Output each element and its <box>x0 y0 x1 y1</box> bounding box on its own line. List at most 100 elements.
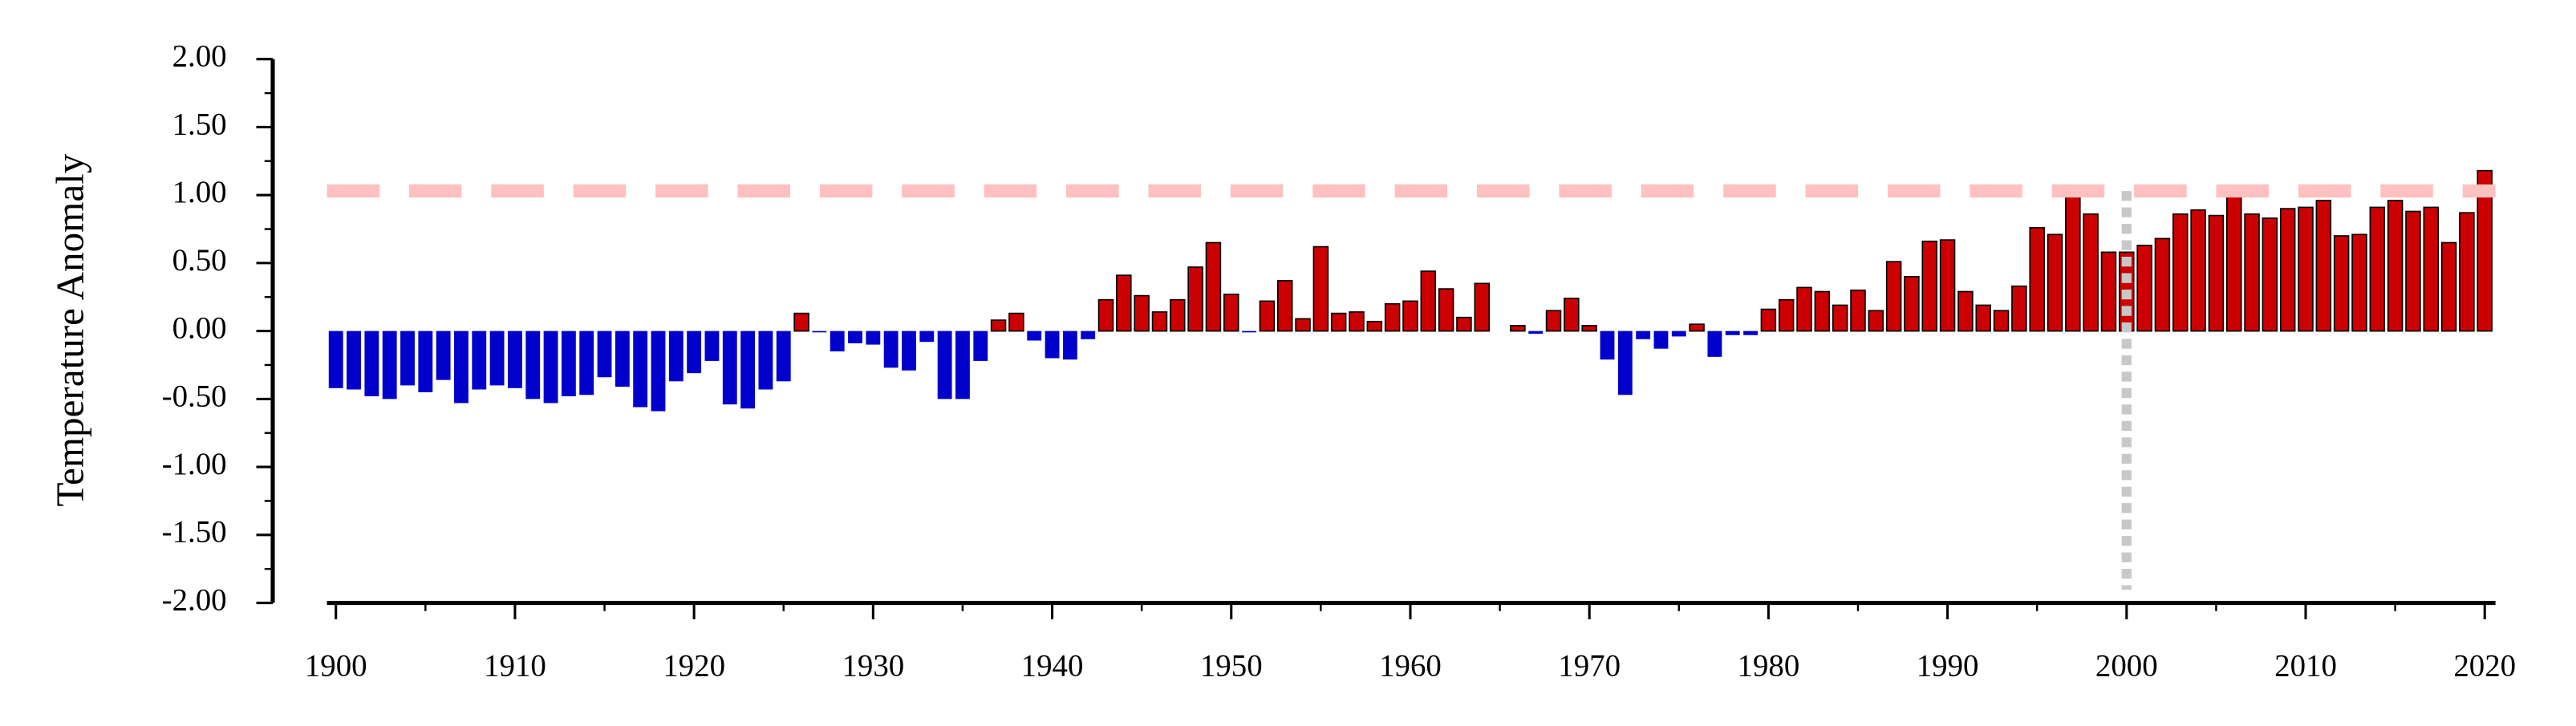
bar <box>793 312 809 332</box>
bar <box>651 331 666 412</box>
bar <box>1242 331 1257 333</box>
bar <box>1456 316 1472 332</box>
bar <box>1223 294 1239 332</box>
bar <box>2279 208 2296 332</box>
bar <box>507 331 522 388</box>
bar <box>561 331 576 396</box>
bar <box>722 331 737 405</box>
bar <box>1796 286 1812 332</box>
x-tick-label: 1940 <box>1021 648 1084 683</box>
bar <box>2011 285 2027 332</box>
bar <box>1743 331 1758 335</box>
bar <box>633 331 648 408</box>
bar <box>704 331 720 361</box>
bar <box>1904 276 1920 332</box>
bar <box>1617 331 1633 395</box>
bar <box>1312 245 1329 332</box>
bar <box>2065 190 2081 332</box>
bar <box>1438 288 1454 332</box>
x-tick-label: 1990 <box>1917 648 1979 683</box>
y-tick-label: 1.50 <box>172 107 227 141</box>
bar <box>687 331 702 374</box>
bar <box>1008 312 1024 332</box>
bar <box>2351 233 2367 332</box>
bar <box>740 331 756 409</box>
bar <box>937 331 952 400</box>
bar <box>2208 214 2225 332</box>
bar <box>1760 308 1777 332</box>
bar <box>2262 217 2278 332</box>
bar <box>1510 325 1526 332</box>
y-tick-label: -0.50 <box>162 379 227 413</box>
bar <box>2369 206 2386 332</box>
y-tick-label: 2.00 <box>172 39 227 74</box>
bar <box>1116 274 1132 332</box>
bar <box>1671 331 1686 337</box>
bar <box>436 331 451 380</box>
x-tick-label: 2000 <box>2095 648 2158 683</box>
y-tick-label: -2.00 <box>162 582 227 617</box>
bar <box>2440 241 2457 332</box>
bar <box>2315 200 2332 332</box>
bar <box>364 331 379 396</box>
bar <box>848 331 862 343</box>
bar <box>543 331 558 404</box>
bar <box>866 331 881 345</box>
bar <box>454 331 469 404</box>
bar <box>1653 331 1669 349</box>
bar <box>2387 200 2404 332</box>
bar <box>1939 239 1956 332</box>
bar <box>615 331 630 387</box>
x-tick-label: 1930 <box>842 648 904 683</box>
bar <box>1814 290 1831 332</box>
bar <box>955 331 970 400</box>
bar <box>525 331 541 400</box>
bar <box>2225 187 2242 332</box>
bar <box>1205 241 1222 332</box>
bar <box>2083 213 2099 332</box>
bar <box>1276 280 1293 332</box>
bar <box>418 331 433 392</box>
bar <box>1957 290 1974 332</box>
bar <box>1081 331 1096 339</box>
x-tick-label: 1910 <box>484 648 546 683</box>
bar <box>1850 289 1866 332</box>
bar <box>990 319 1007 332</box>
y-tick-label: 0.00 <box>172 311 227 346</box>
bar <box>1045 331 1060 359</box>
bar <box>1384 302 1401 332</box>
bar <box>1581 325 1597 332</box>
bar <box>1259 300 1276 332</box>
x-tick-label: 1950 <box>1200 648 1263 683</box>
bar <box>1062 331 1077 360</box>
bar <box>812 331 827 333</box>
bar <box>472 331 487 390</box>
bar <box>1975 304 1991 332</box>
bar <box>489 331 505 386</box>
bar <box>1134 294 1150 332</box>
y-tick-label: -1.50 <box>162 515 227 550</box>
bar <box>1868 310 1884 332</box>
bar <box>919 331 935 343</box>
bar <box>400 331 415 386</box>
bar <box>2100 251 2117 332</box>
bar <box>1474 282 1490 332</box>
bar <box>1707 331 1722 357</box>
bar <box>2172 213 2189 332</box>
x-tick-label: 2020 <box>2453 648 2516 683</box>
x-tick-label: 2010 <box>2274 648 2337 683</box>
bar <box>1349 311 1365 332</box>
bar <box>830 331 845 352</box>
bar <box>1295 318 1311 332</box>
x-tick-label: 1920 <box>663 648 725 683</box>
bar <box>2405 210 2421 332</box>
bar <box>1151 311 1168 332</box>
bar <box>1993 310 2010 332</box>
bar <box>776 331 791 382</box>
bar <box>1832 304 1848 332</box>
bar <box>668 331 684 382</box>
bar <box>1545 310 1562 332</box>
bar <box>1366 320 1383 332</box>
bar <box>1420 270 1437 332</box>
